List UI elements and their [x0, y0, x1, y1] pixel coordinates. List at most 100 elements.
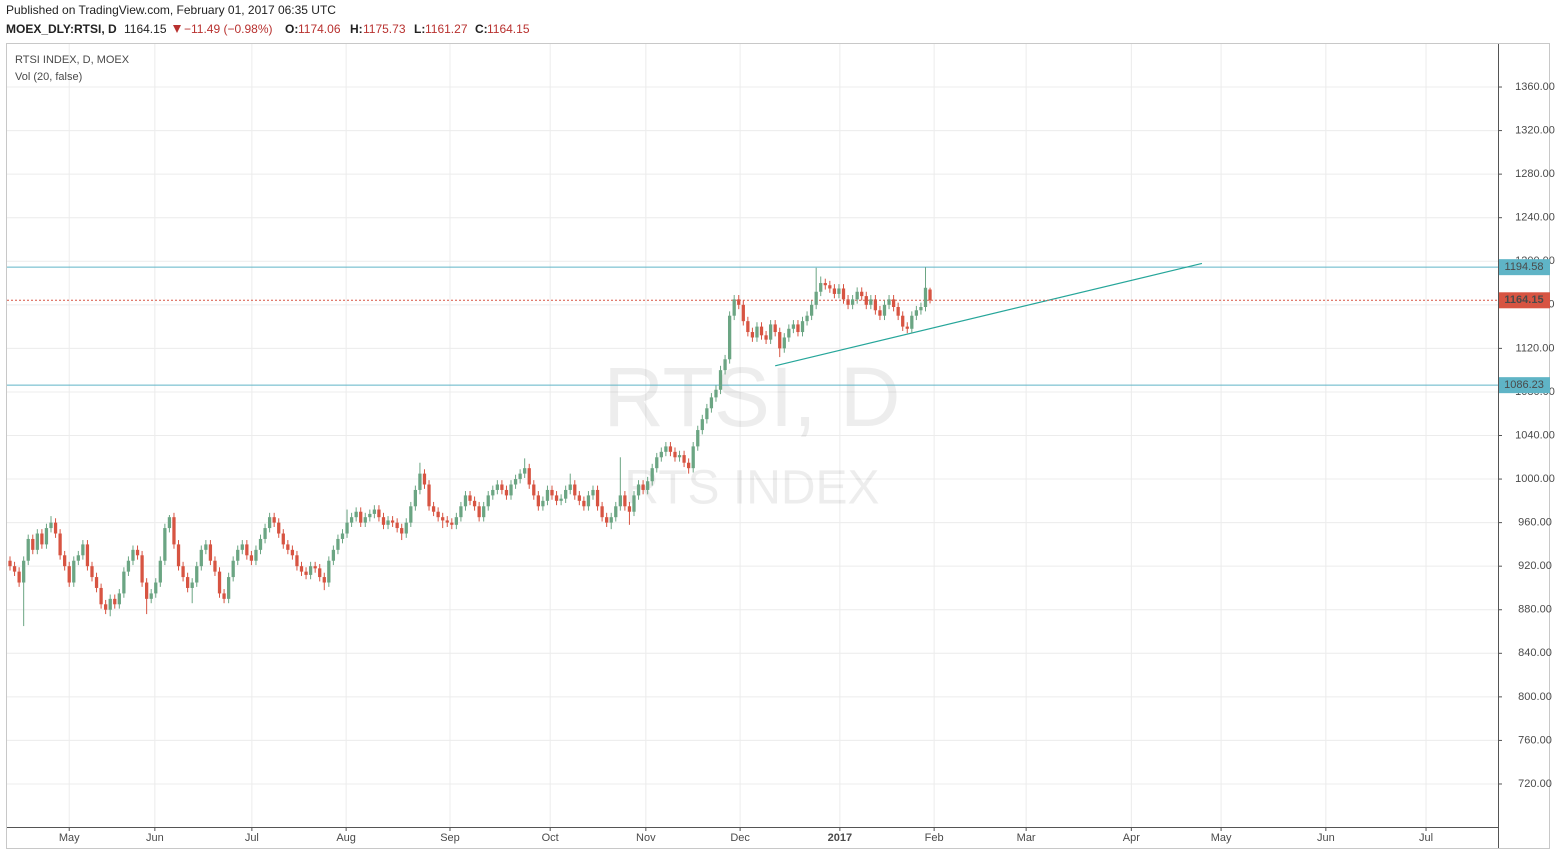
candle-body: [468, 495, 472, 501]
candle-body: [436, 511, 440, 518]
x-tick-label: Oct: [542, 832, 559, 844]
candle-body: [819, 283, 823, 292]
candle-body: [755, 326, 759, 338]
candle-body: [254, 549, 258, 561]
frame: [6, 43, 1550, 849]
candle-body: [477, 506, 481, 518]
down-arrow: [173, 25, 181, 33]
candle-body: [605, 517, 609, 523]
candle-body: [286, 544, 290, 550]
candle-body: [928, 289, 932, 301]
candle-body: [108, 598, 112, 610]
candle-body: [554, 495, 559, 501]
candle-body: [17, 571, 21, 583]
candle-body: [828, 285, 832, 289]
candle-body: [682, 455, 686, 463]
candle-body: [919, 306, 923, 311]
last-price-box: [1499, 292, 1550, 309]
candle-body: [696, 430, 700, 447]
candle-body: [53, 522, 58, 534]
candle-body: [245, 544, 249, 556]
candle-body: [176, 544, 181, 567]
candle-body: [236, 549, 240, 561]
level-label: 1194.58: [1505, 261, 1544, 273]
candle-body: [627, 506, 632, 512]
level-label-box: [1499, 259, 1550, 276]
candle-body: [204, 544, 208, 550]
candle-body: [778, 332, 782, 349]
candle-body: [737, 299, 741, 305]
candle-body: [427, 484, 431, 507]
x-tick-label: Nov: [636, 832, 656, 844]
candle-body: [896, 306, 900, 316]
candle-body: [172, 517, 176, 545]
y-tick-label: 920.00: [1518, 560, 1552, 572]
low-value: 1161.27: [425, 22, 468, 36]
candle-body: [869, 299, 873, 305]
candle-body: [340, 533, 345, 539]
candle-body: [564, 489, 568, 499]
candle-body: [600, 506, 604, 518]
legend-volume: Vol (20, false): [15, 71, 82, 83]
candle-body: [277, 522, 281, 534]
candle-body: [573, 484, 577, 496]
candle-body: [395, 522, 399, 529]
candle-body: [541, 500, 545, 507]
x-tick-label: 2017: [828, 832, 852, 844]
y-tick-label: 800.00: [1518, 691, 1552, 703]
candle-body: [800, 321, 805, 333]
x-tick-label: Aug: [336, 832, 356, 844]
candle-body: [823, 283, 827, 286]
candle-body: [313, 566, 317, 569]
candle-body: [163, 528, 167, 561]
candle-body: [422, 473, 427, 485]
candle-body: [372, 509, 377, 514]
candle-body: [650, 468, 654, 482]
candle-body: [582, 500, 586, 507]
candle-body: [891, 299, 896, 307]
candle-body: [31, 538, 35, 550]
candle-body: [113, 598, 117, 605]
candle-body: [272, 517, 276, 523]
candle-body: [349, 517, 354, 523]
candle-body: [377, 509, 381, 518]
last-price-label: 1164.15: [1504, 294, 1543, 306]
candle-body: [149, 593, 153, 599]
candle-body: [167, 517, 172, 529]
candle-body: [846, 299, 850, 305]
y-tick-label: 760.00: [1518, 734, 1552, 746]
candle-body: [910, 315, 914, 329]
candle-body: [450, 522, 454, 525]
candle-body: [217, 571, 222, 594]
candle-body: [94, 577, 99, 588]
candle-body: [99, 587, 103, 605]
high-value: 1175.73: [363, 22, 406, 36]
candle-body: [495, 484, 499, 490]
candle-body: [40, 533, 44, 545]
candle-body: [618, 495, 622, 507]
candle-body: [454, 517, 458, 525]
candle-body: [381, 517, 386, 525]
x-tick-label: Apr: [1123, 832, 1140, 844]
candle-body: [131, 549, 135, 561]
candle-body: [559, 498, 563, 501]
candle-body: [923, 287, 928, 307]
candle-body: [873, 299, 878, 311]
candle-body: [145, 582, 149, 599]
candle-body: [49, 522, 53, 529]
published: Published on TradingView.com, February 0…: [6, 3, 336, 17]
candle-body: [441, 517, 445, 521]
candle-body: [714, 389, 718, 398]
candle-body: [281, 533, 285, 545]
candle-body: [249, 555, 254, 561]
candle-body: [318, 568, 322, 578]
candle-body: [135, 549, 140, 556]
candle-body: [718, 370, 723, 390]
candle-body: [104, 604, 108, 610]
candle-body: [336, 538, 340, 550]
candle-body: [659, 451, 663, 458]
y-tick-label: 960.00: [1518, 517, 1552, 529]
candle-body: [796, 324, 800, 333]
candle-body: [58, 533, 62, 556]
